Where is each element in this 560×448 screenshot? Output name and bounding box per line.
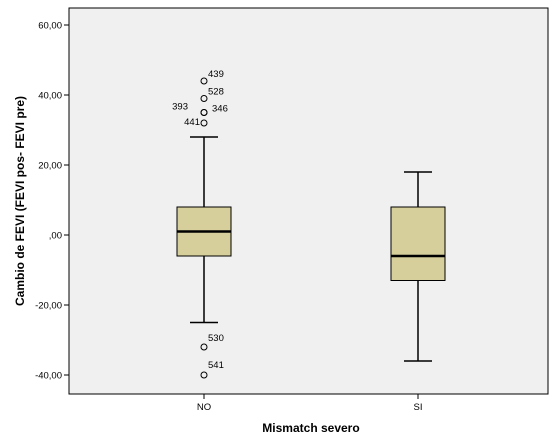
outlier-label: 541 [208,360,224,371]
outlier-label: 346 [212,104,228,115]
box-si [390,171,446,362]
y-tick-label: ,00 [49,231,62,242]
plot-area [68,7,549,395]
outlier-label: 530 [208,333,224,344]
outlier-point [200,109,208,116]
y-tick-label: 40,00 [38,91,62,102]
outlier-label: 528 [208,87,224,98]
y-axis-title: Cambio de FEVI (FEVI pos- FEVI pre) [13,96,27,306]
iqr-box [390,206,446,281]
box-series: 439 528 393 346 441 530 541 [172,69,446,379]
outlier-point [200,95,208,102]
y-tick-label: 20,00 [38,161,62,172]
box-no: 439 528 393 346 441 530 541 [172,69,232,379]
x-axis: NO SI [197,394,423,413]
y-tick-label: -40,00 [35,371,62,382]
outlier-point [200,371,208,379]
x-tick-label: NO [197,402,211,413]
outlier-point [200,77,208,85]
outlier-label: 441 [184,117,200,128]
y-tick-label: -20,00 [35,301,62,312]
outlier-point [200,119,208,127]
outlier-point [200,343,208,351]
y-axis: -40,00 -20,00 ,00 20,00 40,00 60,00 [35,21,69,382]
outlier-label: 393 [172,102,188,113]
x-tick-label: SI [414,402,423,413]
y-tick-label: 60,00 [38,21,62,32]
x-axis-title: Mismatch severo [262,421,359,435]
outlier-label: 439 [208,69,224,80]
